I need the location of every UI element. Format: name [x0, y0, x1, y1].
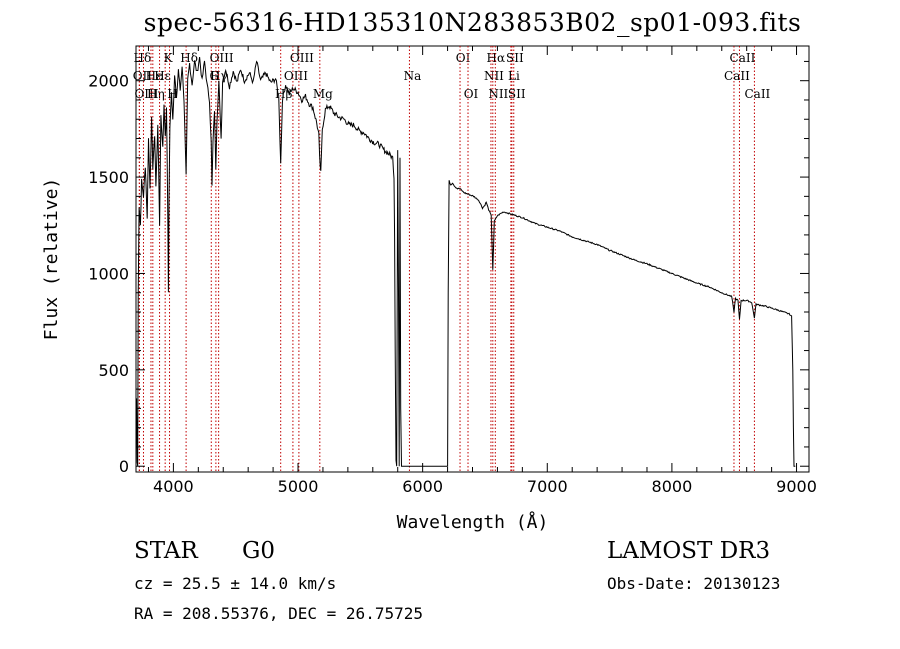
- line-label: NII: [488, 87, 508, 101]
- x-tick-label: 6000: [402, 477, 443, 496]
- y-axis-label: Flux (relative): [41, 178, 62, 341]
- line-label: Na: [404, 69, 422, 83]
- line-label: Hη: [147, 87, 165, 101]
- line-label: OIII: [134, 87, 158, 101]
- line-label: SII: [506, 51, 524, 65]
- y-tick-label: 500: [98, 361, 129, 380]
- line-label: OIII: [284, 69, 308, 83]
- subclass: G0: [242, 538, 276, 564]
- x-tick-label: 7000: [527, 477, 568, 496]
- spectrum-line: [135, 57, 796, 467]
- plot-frame: [135, 45, 810, 473]
- line-label: Mg: [313, 87, 333, 101]
- line-label: Hδ: [134, 51, 152, 65]
- line-label: OI: [456, 51, 471, 65]
- line-label: Li: [508, 69, 520, 83]
- line-label: OI: [464, 87, 479, 101]
- x-tick-label: 9000: [776, 477, 817, 496]
- redshift-cz: cz = 25.5 ± 14.0 km/s: [134, 574, 337, 593]
- line-label: OII: [133, 69, 153, 83]
- y-tick-label: 1500: [88, 168, 129, 187]
- obs-date: Obs-Date: 20130123: [607, 574, 781, 593]
- line-label: NII: [484, 69, 504, 83]
- y-tick-label: 0: [119, 457, 129, 476]
- line-label: OIII: [290, 51, 314, 65]
- x-tick-label: 5000: [278, 477, 319, 496]
- line-label: Hβ: [275, 87, 292, 101]
- line-label: K: [164, 51, 174, 65]
- x-tick-label: 8000: [652, 477, 693, 496]
- line-label: Hα: [487, 51, 506, 65]
- line-label: G: [209, 69, 219, 83]
- line-label: CaII: [724, 69, 750, 83]
- line-label: H: [167, 87, 177, 101]
- coordinates: RA = 208.55376, DEC = 26.75725: [134, 604, 423, 623]
- line-label: Hε: [146, 69, 163, 83]
- line-label: CaII: [744, 87, 770, 101]
- line-label: SII: [508, 87, 526, 101]
- survey-name: LAMOST DR3: [607, 538, 771, 564]
- line-label: OIII: [210, 51, 234, 65]
- x-tick-label: 4000: [153, 477, 194, 496]
- y-tick-label: 1000: [88, 264, 129, 283]
- line-label: Hδ: [180, 51, 198, 65]
- chart-title: spec-56316-HD135310N283853B02_sp01-093.f…: [143, 8, 802, 37]
- x-axis-label: Wavelength (Å): [397, 511, 549, 533]
- line-label: Hε: [154, 69, 171, 83]
- line-label: CaII: [730, 51, 756, 65]
- y-tick-label: 2000: [88, 72, 129, 91]
- object-class: STAR: [134, 538, 198, 564]
